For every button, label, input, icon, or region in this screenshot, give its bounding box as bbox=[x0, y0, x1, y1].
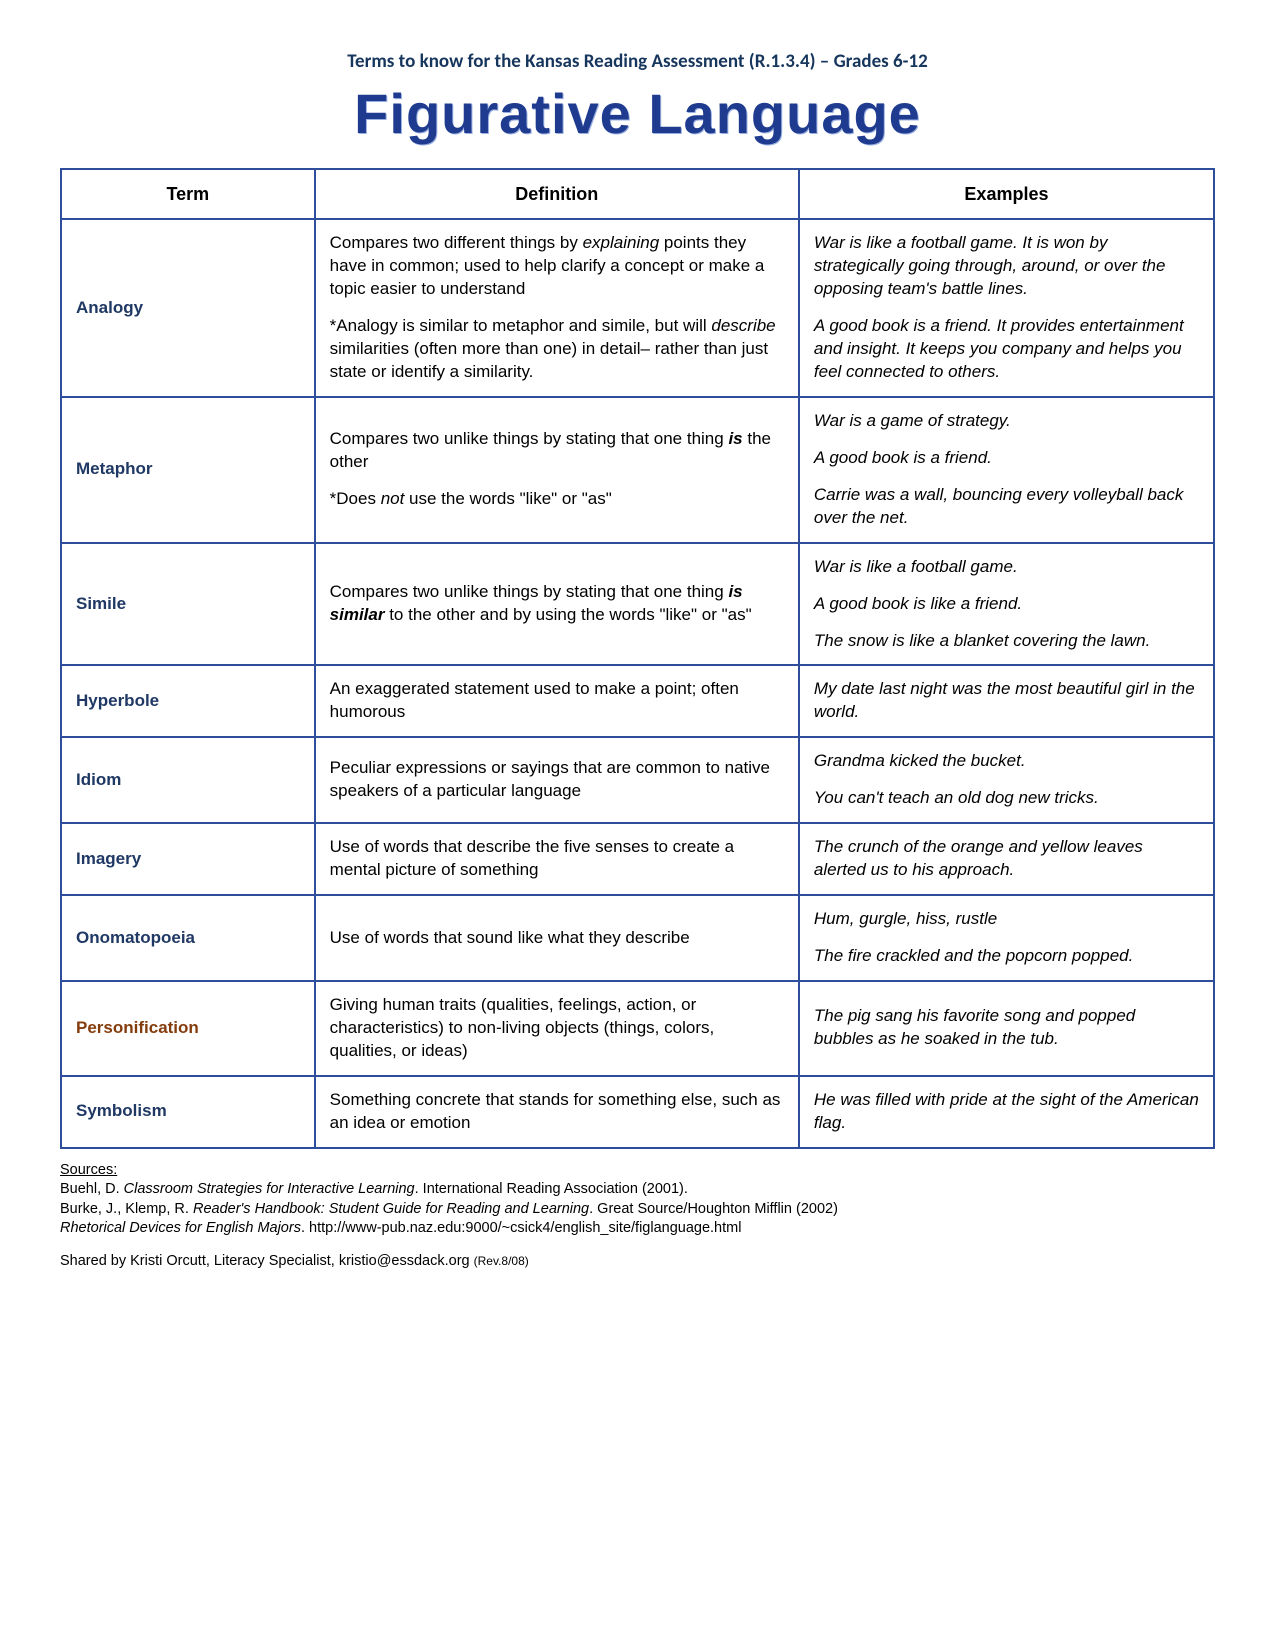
shared-by: Shared by Kristi Orcutt, Literacy Specia… bbox=[60, 1253, 1215, 1269]
table-row: MetaphorCompares two unlike things by st… bbox=[61, 397, 1214, 543]
table-row: AnalogyCompares two different things by … bbox=[61, 219, 1214, 397]
examples-cell: My date last night was the most beautifu… bbox=[799, 665, 1214, 737]
examples-cell: The pig sang his favorite song and poppe… bbox=[799, 981, 1214, 1076]
examples-cell: He was filled with pride at the sight of… bbox=[799, 1076, 1214, 1148]
shared-text: Shared by Kristi Orcutt, Literacy Specia… bbox=[60, 1253, 470, 1269]
table-row: OnomatopoeiaUse of words that sound like… bbox=[61, 895, 1214, 981]
term-cell: Simile bbox=[61, 543, 315, 666]
examples-cell: Hum, gurgle, hiss, rustleThe fire crackl… bbox=[799, 895, 1214, 981]
header-examples: Examples bbox=[799, 169, 1214, 219]
definition-cell: An exaggerated statement used to make a … bbox=[315, 665, 799, 737]
examples-cell: Grandma kicked the bucket.You can't teac… bbox=[799, 737, 1214, 823]
term-cell: Hyperbole bbox=[61, 665, 315, 737]
term-cell: Imagery bbox=[61, 823, 315, 895]
source-line: Buehl, D. Classroom Strategies for Inter… bbox=[60, 1180, 1215, 1200]
source-line: Rhetorical Devices for English Majors. h… bbox=[60, 1219, 1215, 1239]
table-row: ImageryUse of words that describe the fi… bbox=[61, 823, 1214, 895]
shared-rev: (Rev.8/08) bbox=[474, 1254, 529, 1268]
term-cell: Personification bbox=[61, 981, 315, 1076]
table-row: PersonificationGiving human traits (qual… bbox=[61, 981, 1214, 1076]
definition-cell: Compares two unlike things by stating th… bbox=[315, 543, 799, 666]
examples-cell: War is like a football game. It is won b… bbox=[799, 219, 1214, 397]
source-line: Burke, J., Klemp, R. Reader's Handbook: … bbox=[60, 1200, 1215, 1220]
term-cell: Analogy bbox=[61, 219, 315, 397]
sources-block: Sources: Buehl, D. Classroom Strategies … bbox=[60, 1161, 1215, 1239]
term-cell: Metaphor bbox=[61, 397, 315, 543]
definition-cell: Giving human traits (qualities, feelings… bbox=[315, 981, 799, 1076]
definition-cell: Use of words that sound like what they d… bbox=[315, 895, 799, 981]
page-title: Figurative Language bbox=[60, 81, 1215, 146]
sources-label: Sources: bbox=[60, 1162, 117, 1178]
term-cell: Idiom bbox=[61, 737, 315, 823]
definition-cell: Something concrete that stands for somet… bbox=[315, 1076, 799, 1148]
table-body: AnalogyCompares two different things by … bbox=[61, 219, 1214, 1147]
definition-cell: Use of words that describe the five sens… bbox=[315, 823, 799, 895]
table-header-row: Term Definition Examples bbox=[61, 169, 1214, 219]
sources-lines: Buehl, D. Classroom Strategies for Inter… bbox=[60, 1180, 1215, 1239]
header-definition: Definition bbox=[315, 169, 799, 219]
header-term: Term bbox=[61, 169, 315, 219]
definition-cell: Compares two unlike things by stating th… bbox=[315, 397, 799, 543]
definition-cell: Peculiar expressions or sayings that are… bbox=[315, 737, 799, 823]
page-subheading: Terms to know for the Kansas Reading Ass… bbox=[60, 50, 1215, 73]
table-row: SimileCompares two unlike things by stat… bbox=[61, 543, 1214, 666]
term-cell: Symbolism bbox=[61, 1076, 315, 1148]
table-row: IdiomPeculiar expressions or sayings tha… bbox=[61, 737, 1214, 823]
examples-cell: The crunch of the orange and yellow leav… bbox=[799, 823, 1214, 895]
figurative-table: Term Definition Examples AnalogyCompares… bbox=[60, 168, 1215, 1149]
definition-cell: Compares two different things by explain… bbox=[315, 219, 799, 397]
table-row: SymbolismSomething concrete that stands … bbox=[61, 1076, 1214, 1148]
examples-cell: War is a game of strategy.A good book is… bbox=[799, 397, 1214, 543]
term-cell: Onomatopoeia bbox=[61, 895, 315, 981]
table-row: HyperboleAn exaggerated statement used t… bbox=[61, 665, 1214, 737]
examples-cell: War is like a football game.A good book … bbox=[799, 543, 1214, 666]
